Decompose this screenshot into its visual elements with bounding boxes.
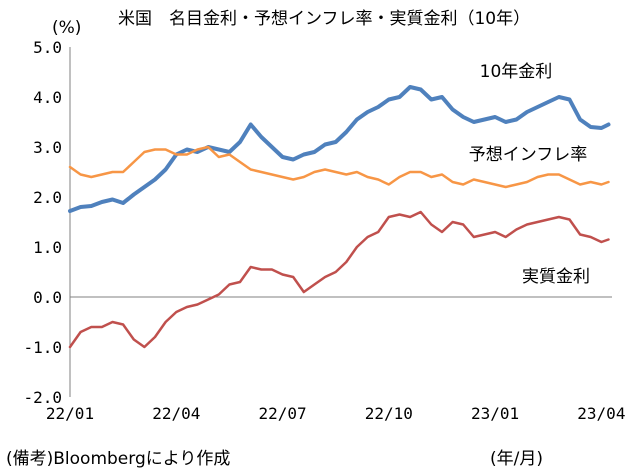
y-tick-label: -1.0 bbox=[23, 338, 62, 357]
y-tick-label: 4.0 bbox=[33, 88, 62, 107]
series-line bbox=[68, 85, 611, 213]
y-tick-label: -2.0 bbox=[23, 388, 62, 407]
series-line bbox=[68, 145, 610, 189]
y-axis-unit: (%) bbox=[52, 18, 82, 38]
x-tick-label: 23/01 bbox=[471, 404, 519, 423]
x-tick-label: 22/04 bbox=[152, 404, 200, 423]
x-tick-label: 22/10 bbox=[365, 404, 413, 423]
y-tick-label: 1.0 bbox=[33, 238, 62, 257]
series-label: 予想インフレ率 bbox=[469, 145, 588, 165]
x-tick-label: 22/07 bbox=[258, 404, 306, 423]
x-tick-label: 22/01 bbox=[46, 404, 94, 423]
y-tick-label: 5.0 bbox=[33, 38, 62, 57]
series-label: 実質金利 bbox=[522, 267, 590, 287]
series-label: 10年金利 bbox=[480, 62, 553, 82]
chart-title: 米国 名目金利・予想インフレ率・実質金利（10年） bbox=[118, 9, 531, 29]
source-note: (備考)Bloombergにより作成 bbox=[6, 449, 231, 469]
series-line bbox=[68, 210, 610, 349]
y-tick-label: 2.0 bbox=[33, 188, 62, 207]
y-tick-label: 0.0 bbox=[33, 288, 62, 307]
y-tick-label: 3.0 bbox=[33, 138, 62, 157]
x-axis-unit: (年/月) bbox=[490, 449, 543, 469]
x-tick-label: 23/04 bbox=[577, 404, 625, 423]
